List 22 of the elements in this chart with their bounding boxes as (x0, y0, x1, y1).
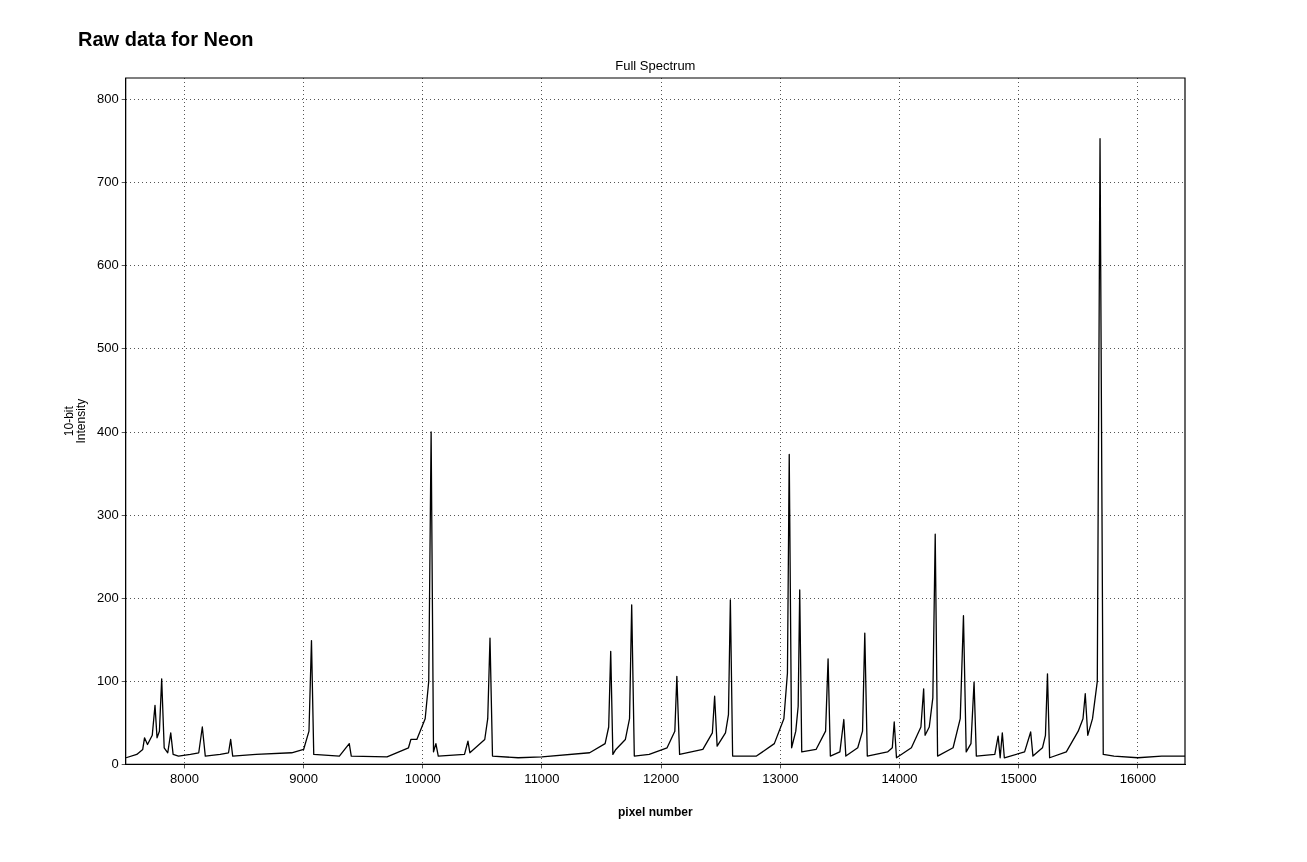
x-tick-label: 11000 (524, 770, 560, 786)
y-tick-label: 400 (96, 423, 119, 439)
chart-title: Raw data for Neon (78, 28, 254, 51)
y-axis-title: 10-bit Intensity (62, 398, 88, 444)
chart-subtitle: Full Spectrum (615, 58, 696, 74)
y-tick-label: 300 (96, 506, 119, 522)
x-tick-label: 13000 (762, 770, 799, 786)
y-tick-label: 200 (96, 589, 119, 605)
y-tick-label: 700 (96, 174, 119, 190)
y-tick-label: 0 (111, 755, 119, 771)
x-tick-label: 12000 (643, 770, 680, 786)
y-tick-label: 100 (96, 672, 119, 688)
y-tick-label: 800 (96, 91, 119, 107)
y-tick-label: 600 (96, 257, 119, 273)
x-tick-label: 14000 (881, 770, 918, 786)
x-tick-label: 8000 (169, 770, 199, 786)
x-tick-label: 15000 (1000, 770, 1037, 786)
y-tick-label: 500 (96, 340, 119, 356)
x-axis-title: pixel number (618, 804, 694, 819)
x-tick-label: 16000 (1119, 770, 1156, 786)
x-tick-label: 10000 (404, 770, 441, 786)
x-tick-label: 9000 (289, 770, 319, 786)
